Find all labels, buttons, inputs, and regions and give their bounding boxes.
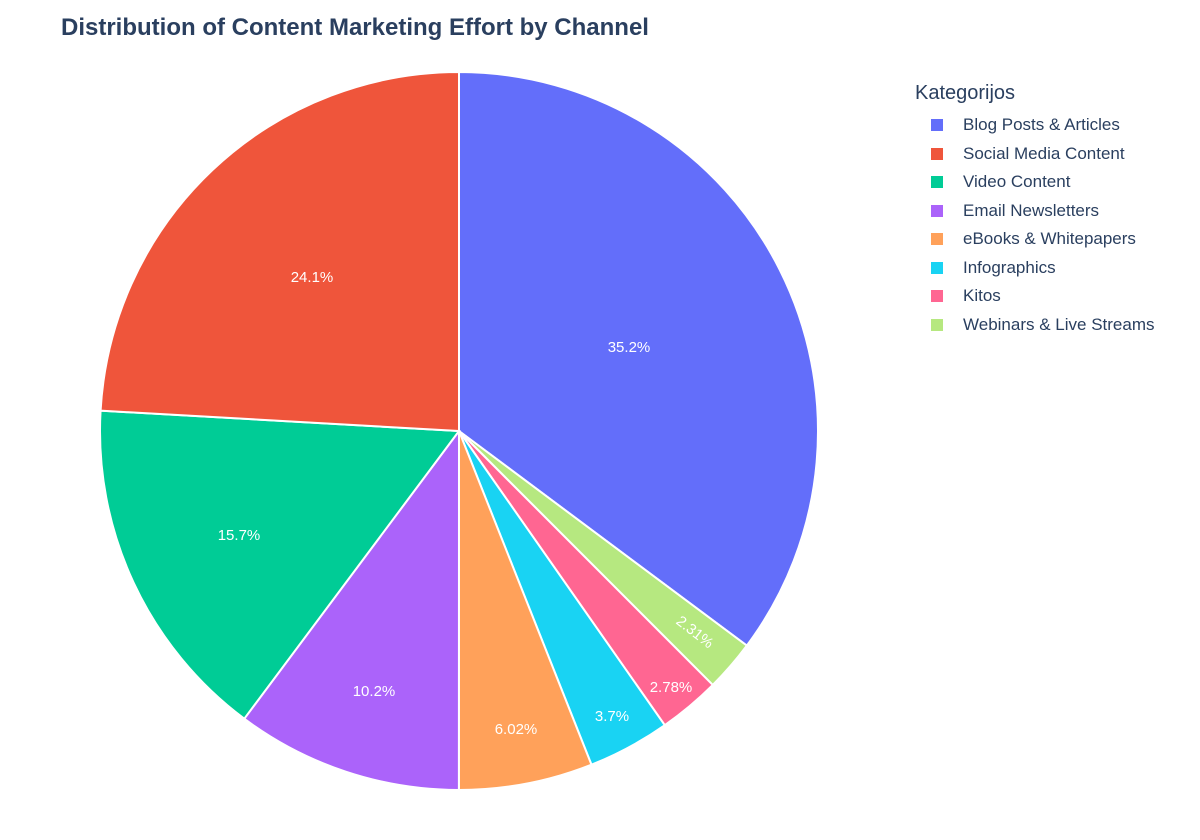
legend-label: Kitos [963, 286, 1001, 306]
legend-swatch [931, 119, 943, 132]
legend-swatch [931, 233, 943, 246]
legend-item[interactable]: Email Newsletters [915, 197, 1154, 226]
legend-swatch [931, 204, 943, 217]
legend-item[interactable]: eBooks & Whitepapers [915, 225, 1154, 254]
legend-label: Email Newsletters [963, 200, 1100, 220]
slice-label: 10.2% [353, 683, 396, 700]
legend-item[interactable]: Video Content [915, 168, 1154, 197]
legend-swatch [931, 318, 943, 331]
legend-item[interactable]: Infographics [915, 254, 1154, 283]
pie-slice-ebooks-whitepapers[interactable] [457, 430, 593, 792]
slice-label: 2.78% [650, 679, 693, 696]
slice-label: 6.02% [495, 721, 538, 738]
pie-slice-social-media-content[interactable] [99, 70, 460, 433]
legend-item[interactable]: Webinars & Live Streams [915, 311, 1154, 340]
legend-label: Infographics [963, 257, 1056, 277]
legend-label: Social Media Content [963, 143, 1125, 163]
legend-label: Webinars & Live Streams [963, 314, 1155, 334]
slice-label: 3.7% [595, 708, 629, 725]
slice-label: 15.7% [218, 527, 261, 544]
slice-label: 35.2% [608, 339, 651, 356]
pie-slice-email-newsletters[interactable] [242, 427, 461, 792]
legend-swatch [931, 176, 943, 189]
chart-title: Distribution of Content Marketing Effort… [61, 14, 649, 41]
legend-item[interactable]: Social Media Content [915, 140, 1154, 169]
pie-slice-blog-posts-articles[interactable] [458, 70, 819, 647]
legend-title: Kategorijos [915, 82, 1016, 104]
legend-label: eBooks & Whitepapers [963, 229, 1136, 249]
legend: Kategorijos Blog Posts & Articles Social … [915, 82, 1154, 339]
legend-item[interactable]: Kitos [915, 282, 1154, 311]
legend-label: Blog Posts & Articles [963, 115, 1120, 135]
legend-swatch [931, 261, 943, 274]
legend-label: Video Content [963, 172, 1071, 192]
slice-label: 24.1% [291, 269, 334, 286]
legend-item[interactable]: Blog Posts & Articles [915, 111, 1154, 140]
legend-swatch [931, 290, 943, 303]
legend-swatch [931, 147, 943, 160]
pie-slice-video-content[interactable] [99, 409, 461, 721]
